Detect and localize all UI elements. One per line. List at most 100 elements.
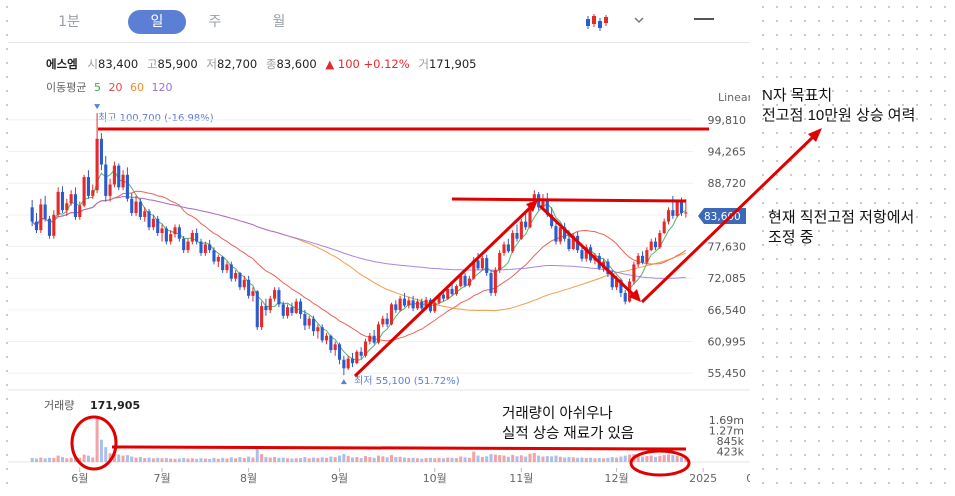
candle-body xyxy=(117,165,121,188)
volume-bar xyxy=(563,457,567,462)
volume-bar xyxy=(346,455,350,462)
volume-bar xyxy=(558,456,562,462)
volume-bar xyxy=(463,457,467,462)
volume-bar xyxy=(238,457,242,462)
candle-body xyxy=(394,304,398,311)
candle-body xyxy=(350,358,355,364)
tab-1min[interactable]: 1분 xyxy=(58,14,80,30)
volume-bar xyxy=(320,457,324,462)
volume-bar xyxy=(385,457,389,462)
volume-bar xyxy=(39,457,43,462)
volume-bar xyxy=(524,456,528,462)
ma-120-line xyxy=(31,195,686,279)
candle-body xyxy=(281,304,285,316)
volume-bar xyxy=(117,454,121,462)
volume-bar xyxy=(537,455,541,462)
candle-body xyxy=(671,210,675,216)
ma-20[interactable]: 20 xyxy=(108,81,123,94)
candle-body xyxy=(156,218,160,234)
candle-body xyxy=(437,294,441,303)
tab-day[interactable]: 일 xyxy=(128,10,186,34)
candle-body xyxy=(411,300,415,309)
volume-bar xyxy=(112,451,116,462)
candle-body xyxy=(73,194,78,218)
volume-bar xyxy=(242,458,246,462)
minus-icon[interactable] xyxy=(694,18,714,20)
target-arrowhead xyxy=(808,128,822,142)
tab-week[interactable]: 주 xyxy=(208,14,222,30)
candle-body xyxy=(164,228,168,242)
high-label: 고 xyxy=(146,57,158,71)
candle-body xyxy=(277,290,281,305)
candle-body xyxy=(368,335,372,342)
volume-bar xyxy=(541,456,545,462)
candle-body xyxy=(78,205,82,218)
candle-body xyxy=(303,314,307,326)
volume-bar xyxy=(415,458,419,462)
candle-body xyxy=(545,198,549,215)
volume-bar xyxy=(667,454,671,462)
ma-60[interactable]: 60 xyxy=(129,81,144,94)
candle-body xyxy=(91,190,95,196)
candle-body xyxy=(645,250,649,263)
volume-current: 171,905 xyxy=(90,399,140,412)
candle-body xyxy=(307,318,311,326)
candle-body xyxy=(511,233,515,252)
volume-bar xyxy=(86,455,90,462)
volume-tick-label: 1.69m xyxy=(709,414,744,427)
candle-body xyxy=(99,138,103,165)
candle-body xyxy=(580,250,584,259)
volume-bar xyxy=(294,458,298,462)
volume-bar xyxy=(368,457,372,462)
volume-bar xyxy=(186,458,190,462)
volume-bar xyxy=(277,457,281,462)
candlestick-icon[interactable] xyxy=(584,12,610,32)
candle-body xyxy=(251,291,255,296)
low-marker-label: 최저 55,100 (51.72%) xyxy=(354,375,460,387)
ma-120[interactable]: 120 xyxy=(151,81,173,94)
volume-bar xyxy=(333,457,337,462)
volume-bar xyxy=(268,457,272,462)
volume-bar xyxy=(147,457,151,462)
candle-body xyxy=(619,279,623,293)
candle-body xyxy=(247,279,251,296)
volume-bar xyxy=(567,457,571,462)
volume-bar xyxy=(376,455,380,462)
change-value: ▲ 100 +0.12% xyxy=(325,57,410,71)
high-value: 85,900 xyxy=(157,57,198,71)
candle-body xyxy=(355,351,359,364)
volume-bar xyxy=(350,457,355,462)
candle-body xyxy=(666,210,671,222)
volume-bar xyxy=(312,457,316,462)
volume-bar xyxy=(78,457,82,462)
top-note-line-2: 전고점 10만원 상승 여력 xyxy=(762,107,916,124)
volume-bar xyxy=(99,439,103,462)
volume-bar xyxy=(506,456,510,462)
candle-body xyxy=(294,301,298,313)
volume-bar xyxy=(281,457,285,462)
candle-body xyxy=(324,335,329,341)
volume-bar xyxy=(95,416,99,462)
stock-name: 에스엠 xyxy=(46,57,78,71)
volume-bar xyxy=(671,455,675,462)
volume-bar xyxy=(649,455,653,462)
volume-bar xyxy=(528,453,532,462)
scale-mode-label[interactable]: Linear xyxy=(718,91,750,104)
volume-bar xyxy=(454,458,458,462)
volume-bar xyxy=(173,458,177,462)
candle-body xyxy=(415,301,419,309)
volume-bar xyxy=(47,457,51,462)
candle-body xyxy=(376,324,381,343)
candle-body xyxy=(316,327,320,332)
candle-body xyxy=(554,226,558,242)
candle-body xyxy=(273,290,277,299)
candle-body xyxy=(221,256,225,271)
volume-bar xyxy=(65,458,69,462)
volume-bar xyxy=(589,457,593,462)
volume-bar xyxy=(662,455,666,462)
chevron-down-icon[interactable] xyxy=(632,12,646,26)
ma-5[interactable]: 5 xyxy=(93,81,101,94)
tab-month[interactable]: 월 xyxy=(272,14,286,30)
y-tick-label: 55,450 xyxy=(708,367,747,380)
volume-bar xyxy=(221,457,225,462)
